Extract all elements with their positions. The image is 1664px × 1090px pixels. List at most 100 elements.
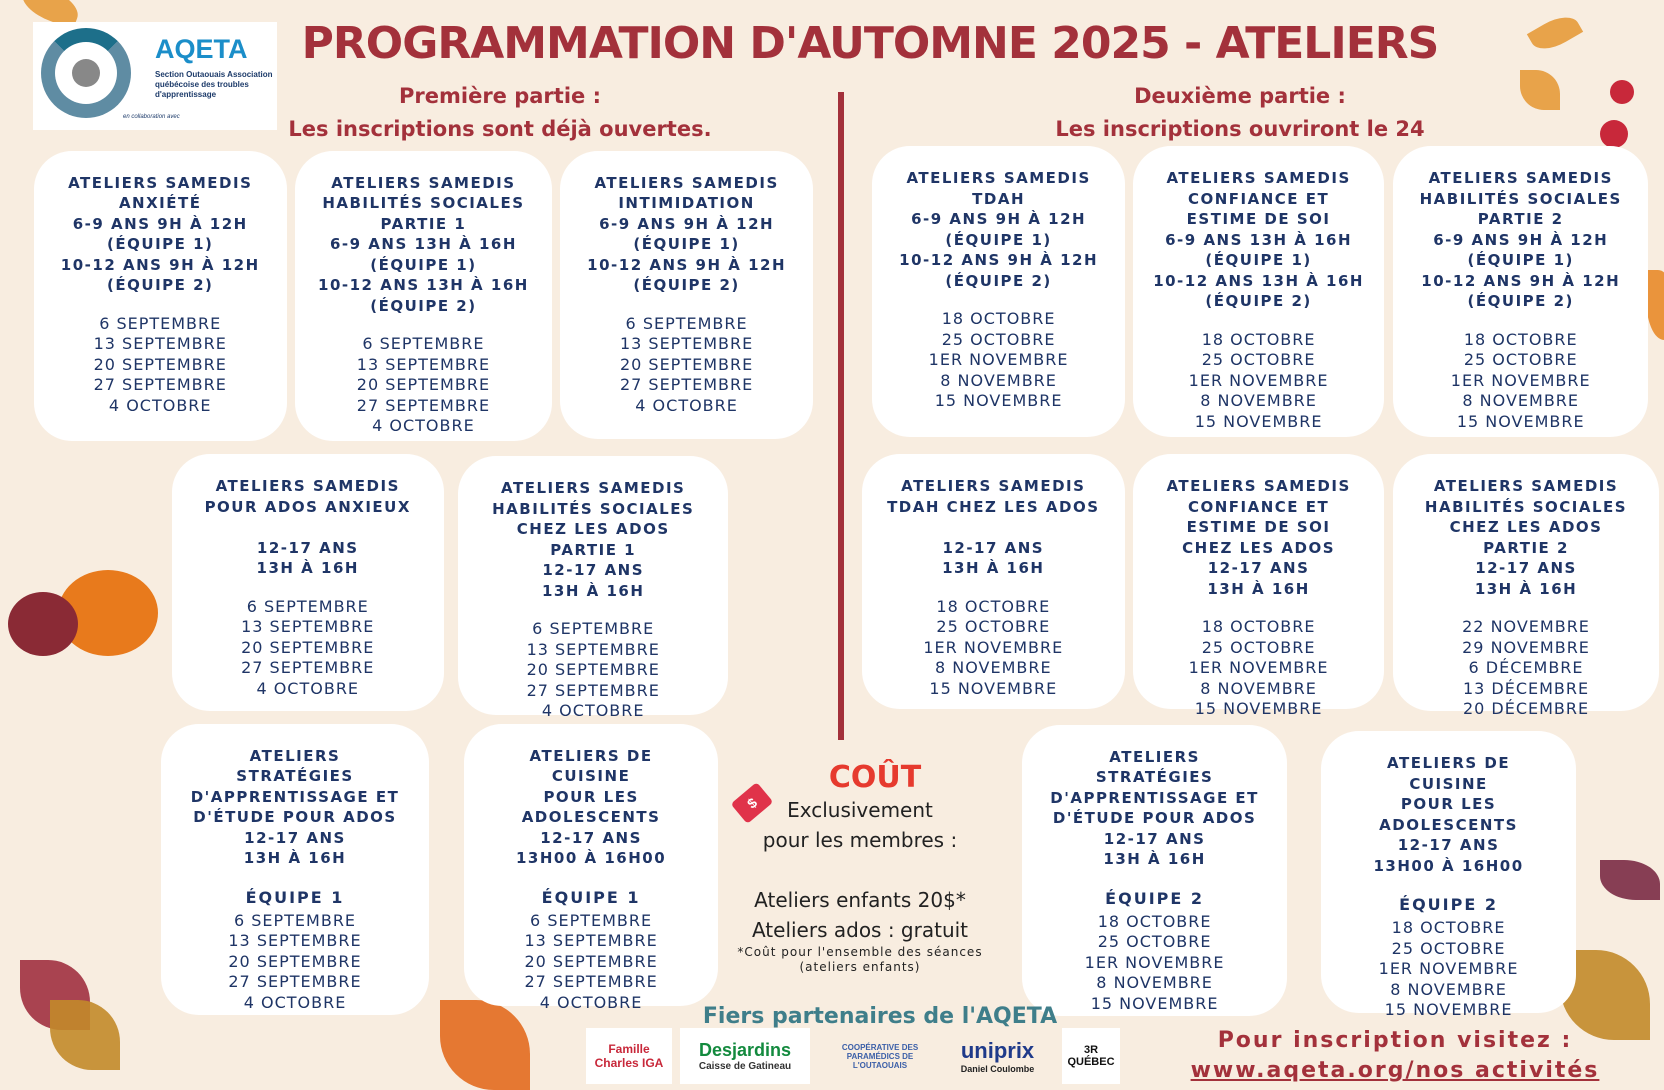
registration-info: Pour inscription visitez : www.aqeta.org… — [1160, 1026, 1630, 1086]
card-title-line: 13H À 16H — [542, 581, 645, 600]
card-date: 27 SEPTEMBRE — [241, 658, 375, 678]
logo-collab: en collaboration avec — [123, 114, 180, 120]
card-title-line: 10-12 ANS 9H À 12H — [899, 251, 1099, 270]
autumn-leaf-decoration — [50, 1000, 120, 1070]
card-title-line: CHEZ LES ADOS — [1182, 538, 1336, 557]
card-title-line: INTIMIDATION — [618, 194, 755, 213]
card-title-line: 12-17 ANS — [256, 538, 359, 557]
card-title-line: 13H À 16H — [1474, 579, 1578, 598]
pumpkin-decoration — [8, 592, 78, 656]
card-team: ÉQUIPE 1 — [541, 887, 641, 907]
workshop-card: ATELIERS SAMEDIS HABILITÉS SOCIALES CHEZ L… — [458, 456, 728, 720]
workshop-card: ATELIERS SAMEDIS INTIMIDATION 6-9 ANS 9H À… — [560, 150, 813, 440]
partner-logo-paramedics: COOPÉRATIVE DES PARAMÉDICS DE L'OUTAOUAI… — [820, 1028, 940, 1084]
card-date: 8 NOVEMBRE — [1390, 979, 1507, 999]
card-date: 25 OCTOBRE — [941, 329, 1056, 349]
card-team: ÉQUIPE 1 — [245, 887, 345, 907]
card-team: ÉQUIPE 2 — [1105, 888, 1205, 908]
card-title-line: 12-17 ANS — [1397, 836, 1500, 855]
card-title-line: CUISINE — [1409, 774, 1488, 793]
card-date: 1ER NOVEMBRE — [1378, 959, 1519, 979]
card-date: 13 SEPTEMBRE — [526, 639, 660, 659]
card-date: 15 NOVEMBRE — [934, 391, 1063, 411]
card-title-line: 13H À 16H — [942, 559, 1045, 578]
card-title-line: HABILITÉS SOCIALES — [492, 499, 695, 518]
card-title-line: ATELIERS SAMEDIS — [215, 477, 400, 496]
card-title-line: POUR LES — [1400, 795, 1497, 814]
card-title-line: ATELIERS DE — [529, 746, 653, 765]
card-date: 13 SEPTEMBRE — [619, 334, 754, 354]
card-date: 1ER NOVEMBRE — [1084, 952, 1225, 972]
card-title-line — [172, 517, 444, 538]
card-title-line: 10-12 ANS 9H À 12H — [60, 255, 260, 274]
card-date: 13 SEPTEMBRE — [356, 354, 491, 374]
card-title-line: TDAH — [972, 189, 1026, 208]
card-title-line: D'ÉTUDE POUR ADOS — [1052, 809, 1257, 828]
workshop-card: ATELIERS STRATÉGIES D'APPRENTISSAGE ET D'ÉT… — [161, 723, 429, 1015]
card-title-line: ATELIERS SAMEDIS — [1166, 477, 1351, 496]
card-title-line: ADOLESCENTS — [521, 808, 661, 827]
card-title-line: STRATÉGIES — [236, 767, 354, 786]
card-title-line: POUR LES — [543, 787, 639, 806]
autumn-leaf-decoration — [1526, 9, 1584, 57]
partner-logo-3r: 3R QUÉBEC — [1062, 1028, 1120, 1084]
card-date: 1ER NOVEMBRE — [923, 637, 1064, 657]
card-date: 4 OCTOBRE — [243, 992, 347, 1012]
card-title-line: HABILITÉS SOCIALES — [322, 194, 525, 213]
card-date: 15 NOVEMBRE — [929, 678, 1058, 698]
logo-name: AQETA — [155, 34, 248, 64]
card-date: 20 SEPTEMBRE — [228, 951, 362, 971]
card-title-line: ATELIERS DE — [1387, 754, 1511, 773]
card-title-line: 13H À 16H — [256, 559, 359, 578]
card-title-line: ATELIERS SAMEDIS — [68, 173, 253, 192]
card-date: 13 SEPTEMBRE — [228, 931, 362, 951]
card-date: 8 NOVEMBRE — [1200, 678, 1317, 698]
card-title-line: (ÉQUIPE 2) — [633, 276, 740, 295]
card-date: 25 OCTOBRE — [1201, 350, 1316, 370]
card-title-line: PARTIE 1 — [550, 540, 637, 559]
page-title: PROGRAMMATION D'AUTOMNE 2025 - ATELIERS — [301, 18, 1440, 69]
workshop-card: ATELIERS SAMEDIS HABILITÉS SOCIALES CHEZ L… — [1393, 454, 1659, 718]
partner-logo-iga: Famille Charles IGA — [586, 1028, 672, 1084]
card-title-line: (ÉQUIPE 2) — [1467, 292, 1574, 311]
section-divider — [838, 92, 844, 740]
card-date: 6 SEPTEMBRE — [362, 334, 485, 354]
card-title-line: 12-17 ANS — [1475, 559, 1577, 578]
card-date: 18 OCTOBRE — [1391, 918, 1506, 938]
card-title-line: D'APPRENTISSAGE ET — [190, 787, 400, 806]
cost-note2: (ateliers enfants) — [799, 960, 921, 974]
workshop-card: ATELIERS SAMEDIS TDAH 6-9 ANS 9H À 12H (ÉQU… — [872, 146, 1125, 438]
card-date: 4 OCTOBRE — [539, 992, 643, 1012]
part2-heading: Deuxième partie : — [1134, 84, 1346, 108]
card-title-line: ANXIÉTÉ — [118, 194, 202, 213]
card-date: 8 NOVEMBRE — [934, 658, 1052, 678]
card-title-line: (ÉQUIPE 2) — [945, 271, 1052, 290]
card-title-line: D'APPRENTISSAGE ET — [1050, 788, 1259, 807]
card-date: 18 OCTOBRE — [1097, 911, 1212, 931]
partner-subname: Daniel Coulombe — [960, 1064, 1035, 1074]
card-date: 18 OCTOBRE — [936, 596, 1051, 616]
autumn-leaf-decoration — [1600, 860, 1660, 900]
card-date: 18 OCTOBRE — [1201, 617, 1316, 637]
card-date: 15 NOVEMBRE — [1194, 699, 1323, 719]
card-date: 13 SEPTEMBRE — [241, 617, 375, 637]
card-title-line: 13H À 16H — [243, 849, 347, 868]
card-title-line: 10-12 ANS 13H À 16H — [1153, 271, 1364, 290]
card-title-line: ATELIERS SAMEDIS — [901, 477, 1086, 496]
card-date: 13 DÉCEMBRE — [1462, 678, 1590, 698]
card-date: 6 SEPTEMBRE — [99, 313, 222, 333]
card-title-line: 12-17 ANS — [540, 828, 642, 847]
registration-link[interactable]: www.aqeta.org/nos activités — [1190, 1058, 1600, 1083]
logo-subtitle: Section Outaouais Association québécoise… — [155, 70, 273, 99]
card-title-line: CHEZ LES ADOS — [1449, 518, 1603, 537]
autumn-leaf-decoration — [1520, 70, 1560, 110]
card-title-line: STRATÉGIES — [1095, 768, 1214, 787]
card-date: 1ER NOVEMBRE — [928, 350, 1069, 370]
cost-note1: *Coût pour l'ensemble des séances — [737, 945, 983, 959]
card-date: 27 SEPTEMBRE — [93, 375, 227, 395]
card-title-line: HABILITÉS SOCIALES — [1419, 189, 1622, 208]
aqeta-logo: AQETA Section Outaouais Association québ… — [33, 22, 277, 130]
card-title-line: 13H À 16H — [1207, 579, 1310, 598]
cost-line2: pour les membres : — [762, 828, 958, 852]
part1-note: Les inscriptions sont déjà ouvertes. — [288, 117, 712, 141]
